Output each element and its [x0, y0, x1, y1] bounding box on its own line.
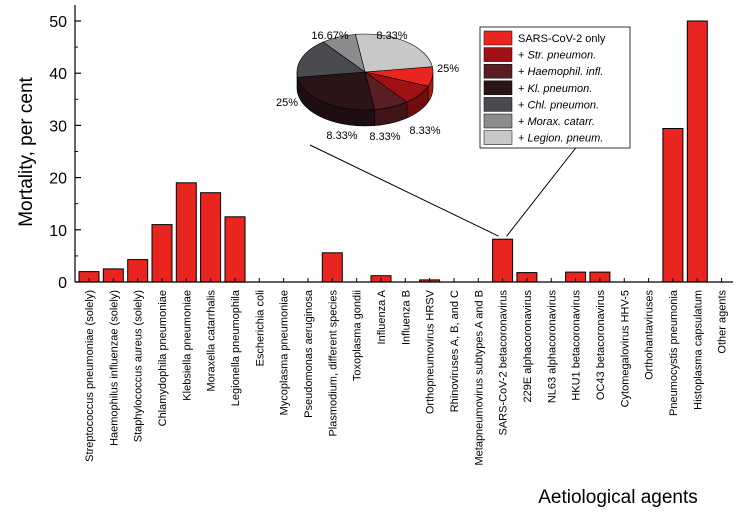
bar-17 — [492, 238, 514, 283]
pie-value-label-1: 8.33% — [369, 131, 400, 143]
x-tick-label-1: Haemophilus influenzae (solely) — [108, 290, 120, 446]
legend-swatch-2 — [483, 63, 513, 79]
axes: 0 10 20 30 40 50 — [49, 5, 733, 292]
pie-slice-3 — [297, 71, 375, 111]
legend-swatch-4 — [483, 97, 513, 112]
x-tick-label-16: Metapneumovirus subtypes A and B — [473, 290, 485, 466]
x-tick-label-20: HKU1 betacoronavirus — [571, 290, 583, 401]
x-tick-label-3: Chlamydophila pneumoniae — [157, 290, 169, 426]
x-tick-label-26: Other agents — [717, 290, 729, 354]
legend-label-4: + Chl. pneumon. — [518, 99, 599, 111]
x-tick-label-4: Klebsiella pneumoniae — [181, 290, 193, 401]
x-tick-label-6: Legionella pneumophila — [230, 289, 242, 406]
x-tick-label-7: Escherichia coli — [254, 290, 266, 366]
inset-pie-chart: 8.33% 8.33% 8.33% 25% 16.67% 8.33% 25% — [276, 30, 459, 143]
x-axis-title: Aetiological agents — [538, 487, 698, 508]
x-tick-label-12: Influenza A — [376, 289, 388, 344]
legend-label-2: + Haemophil. infl. — [518, 66, 603, 78]
x-tick-label-2: Staphylococcus aureus (solely) — [133, 290, 145, 442]
x-tick-label-17: SARS-CoV-2 betacoronavirus — [498, 290, 510, 436]
pie-slice-4 — [296, 41, 366, 78]
legend-label-6: + Legion. pneum. — [518, 133, 603, 145]
x-tick-label-5: Moraxella catarrhalis — [206, 290, 218, 392]
bar-3 — [151, 224, 173, 283]
pie-value-label-4: 16.67% — [311, 30, 349, 42]
x-tick-label-11: Toxoplasma gondii — [352, 290, 364, 381]
connector-left — [309, 144, 499, 237]
y-tick-label-10: 10 — [49, 223, 67, 240]
legend-swatch-6 — [483, 130, 513, 145]
x-tick-label-9: Pseudomonas aeruginosa — [303, 289, 315, 418]
bar-6 — [224, 216, 246, 283]
legend-swatch-3 — [483, 80, 513, 96]
pie-value-label-2: 8.33% — [326, 130, 357, 142]
x-tick-label-14: Orthopneumovirus HRSV — [425, 289, 437, 414]
bar-25 — [686, 20, 708, 283]
x-tick-label-21: OC43 betacoronavirus — [595, 290, 607, 401]
x-tick-label-13: Influenza B — [400, 290, 412, 345]
bar-5 — [200, 192, 222, 283]
legend-label-0: SARS-CoV-2 only — [518, 33, 606, 45]
legend-swatch-1 — [483, 47, 513, 62]
y-axis-title: Mortality, per cent — [16, 76, 37, 226]
y-tick-label-50: 50 — [49, 14, 67, 31]
inset-connectors — [309, 144, 579, 237]
legend-label-5: + Morax. catarr. — [518, 116, 595, 128]
pie-slice-6 — [355, 33, 433, 73]
bar-4 — [175, 182, 197, 283]
y-tick-label-20: 20 — [49, 171, 67, 188]
legend-label-3: + Kl. pneumon. — [518, 83, 592, 95]
x-tick-label-0: Streptococcus pneumoniae (solely) — [84, 290, 96, 462]
x-tick-label-19: NL63 alphacoronavirus — [546, 290, 558, 404]
bar-10 — [321, 252, 343, 283]
x-tick-label-10: Plasmodium, different species — [327, 290, 339, 437]
connector-right — [506, 144, 579, 237]
x-tick-label-8: Mycoplasma pneumoniae — [279, 290, 291, 415]
pie-sides — [296, 71, 434, 127]
y-tick-label-30: 30 — [49, 118, 67, 135]
y-tick-label-40: 40 — [49, 66, 67, 83]
pie-value-label-6: 25% — [437, 63, 459, 75]
legend-swatch-5 — [483, 113, 513, 129]
x-tick-label-24: Pneumocystis pneumonia — [668, 289, 680, 416]
legend-swatch-0 — [483, 30, 513, 46]
x-tick-label-18: 229E alphacoronavirus — [522, 290, 534, 403]
x-tick-label-15: Rhinoviruses A, B, and C — [449, 290, 461, 412]
x-tick-label-25: Histoplasma capsulatum — [692, 290, 704, 410]
pie-value-label-3: 25% — [276, 97, 298, 109]
pie-value-label-0: 8.33% — [409, 125, 440, 137]
pie-value-label-5: 8.33% — [376, 30, 407, 42]
legend-label-1: + Str. pneumon. — [518, 50, 596, 62]
y-tick-label-0: 0 — [58, 275, 67, 292]
x-tick-label-23: Orthohantaviruses — [644, 290, 656, 380]
bar-24 — [662, 128, 684, 283]
pie-legend: SARS-CoV-2 only + Str. pneumon. + Haemophi… — [479, 26, 631, 149]
x-tick-labels: Streptococcus pneumoniae (solely) Haemoph… — [84, 289, 729, 465]
x-tick-label-22: Cytomegalovirus HHV-5 — [619, 290, 631, 407]
